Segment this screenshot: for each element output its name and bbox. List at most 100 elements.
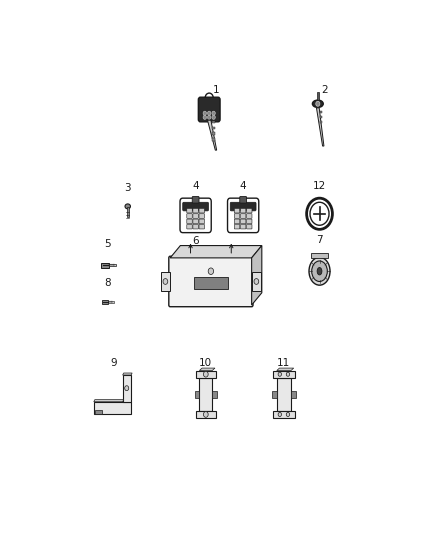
- Bar: [108, 301, 114, 303]
- Polygon shape: [208, 120, 217, 150]
- FancyBboxPatch shape: [234, 224, 240, 229]
- Polygon shape: [317, 108, 324, 146]
- Bar: [212, 121, 215, 124]
- FancyBboxPatch shape: [198, 97, 220, 122]
- FancyBboxPatch shape: [199, 219, 205, 224]
- Text: 4: 4: [192, 181, 199, 191]
- Bar: [102, 300, 108, 304]
- Bar: [212, 138, 215, 141]
- FancyBboxPatch shape: [240, 208, 246, 213]
- Bar: [101, 263, 109, 268]
- Bar: [311, 253, 328, 258]
- FancyBboxPatch shape: [240, 214, 246, 219]
- Text: 3: 3: [124, 183, 131, 193]
- Circle shape: [254, 279, 259, 284]
- FancyBboxPatch shape: [234, 214, 240, 219]
- FancyBboxPatch shape: [187, 208, 192, 213]
- Polygon shape: [170, 246, 262, 258]
- FancyBboxPatch shape: [192, 197, 199, 203]
- Bar: [161, 272, 170, 290]
- Circle shape: [203, 111, 206, 115]
- Circle shape: [278, 372, 282, 376]
- Text: 8: 8: [104, 278, 111, 288]
- Ellipse shape: [317, 268, 322, 275]
- FancyBboxPatch shape: [247, 214, 252, 219]
- Circle shape: [125, 386, 129, 391]
- Circle shape: [208, 111, 211, 115]
- Bar: [196, 370, 216, 378]
- Bar: [277, 378, 291, 411]
- Bar: [194, 277, 228, 289]
- Text: 6: 6: [192, 236, 199, 246]
- Circle shape: [286, 413, 290, 416]
- Bar: [320, 111, 322, 113]
- FancyBboxPatch shape: [199, 224, 205, 229]
- Circle shape: [316, 101, 320, 106]
- FancyBboxPatch shape: [240, 219, 246, 224]
- Polygon shape: [94, 400, 124, 402]
- Bar: [127, 207, 129, 217]
- Polygon shape: [199, 368, 215, 370]
- FancyBboxPatch shape: [183, 202, 208, 211]
- Bar: [320, 116, 322, 118]
- Text: 9: 9: [111, 359, 117, 368]
- Circle shape: [203, 115, 206, 119]
- FancyBboxPatch shape: [193, 208, 198, 213]
- FancyBboxPatch shape: [193, 214, 198, 219]
- Text: 12: 12: [313, 181, 326, 191]
- Circle shape: [278, 413, 282, 416]
- FancyBboxPatch shape: [227, 198, 259, 232]
- FancyBboxPatch shape: [187, 219, 192, 224]
- FancyBboxPatch shape: [234, 219, 240, 224]
- Bar: [199, 378, 212, 411]
- Bar: [317, 92, 318, 100]
- Bar: [196, 411, 216, 418]
- Bar: [212, 391, 217, 398]
- Bar: [273, 411, 295, 418]
- FancyBboxPatch shape: [199, 214, 205, 219]
- Circle shape: [212, 111, 215, 115]
- Bar: [251, 272, 261, 290]
- FancyBboxPatch shape: [247, 208, 252, 213]
- Ellipse shape: [312, 261, 327, 281]
- Text: 7: 7: [316, 236, 323, 245]
- Ellipse shape: [125, 204, 131, 209]
- Bar: [291, 391, 296, 398]
- Text: 2: 2: [321, 85, 328, 95]
- Bar: [320, 121, 322, 123]
- FancyBboxPatch shape: [180, 198, 211, 232]
- Bar: [273, 370, 295, 378]
- Ellipse shape: [309, 257, 330, 285]
- FancyBboxPatch shape: [247, 219, 252, 224]
- Bar: [272, 391, 277, 398]
- Circle shape: [208, 115, 211, 119]
- Circle shape: [212, 115, 215, 119]
- FancyBboxPatch shape: [230, 202, 256, 211]
- Bar: [95, 410, 102, 414]
- Text: 11: 11: [277, 359, 290, 368]
- Polygon shape: [277, 368, 294, 370]
- Bar: [212, 127, 215, 129]
- Bar: [123, 375, 131, 402]
- Polygon shape: [251, 246, 262, 305]
- FancyBboxPatch shape: [247, 224, 252, 229]
- Text: 4: 4: [240, 181, 247, 191]
- Circle shape: [203, 372, 208, 377]
- FancyBboxPatch shape: [193, 224, 198, 229]
- Ellipse shape: [312, 100, 323, 108]
- Text: 5: 5: [104, 239, 111, 249]
- Circle shape: [310, 202, 329, 225]
- Polygon shape: [123, 373, 132, 375]
- FancyBboxPatch shape: [187, 214, 192, 219]
- FancyBboxPatch shape: [240, 224, 246, 229]
- Circle shape: [286, 372, 290, 376]
- Circle shape: [163, 279, 168, 284]
- FancyBboxPatch shape: [187, 224, 192, 229]
- Bar: [194, 391, 199, 398]
- FancyBboxPatch shape: [199, 208, 205, 213]
- FancyBboxPatch shape: [169, 256, 253, 306]
- Bar: [109, 264, 116, 266]
- Text: 10: 10: [199, 359, 212, 368]
- Bar: [94, 402, 131, 414]
- FancyBboxPatch shape: [193, 219, 198, 224]
